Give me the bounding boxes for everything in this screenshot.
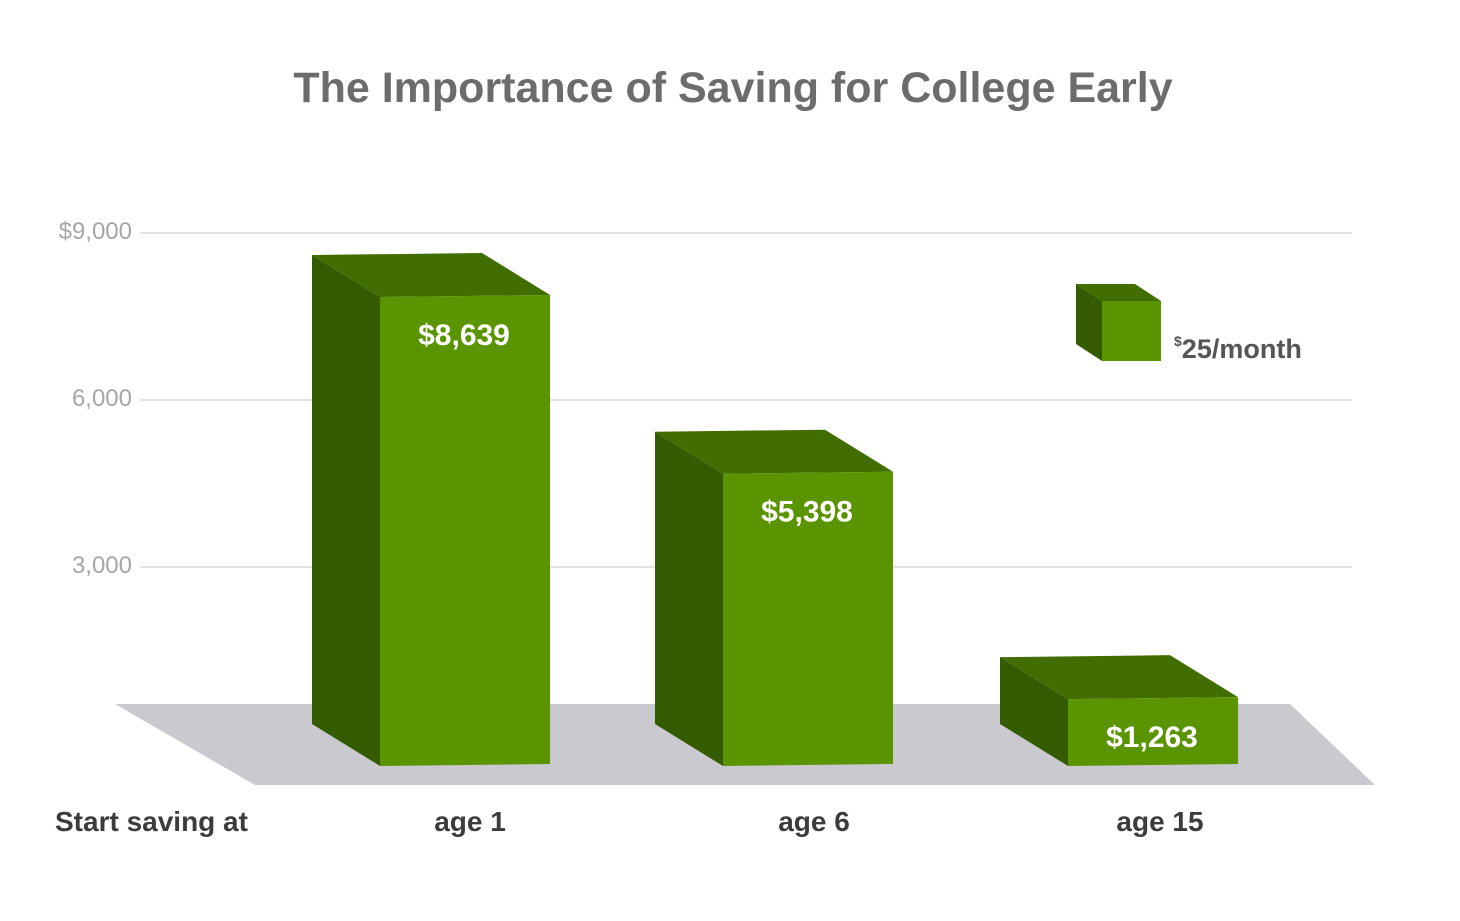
bar-side-face — [1000, 657, 1068, 766]
data-label: $8,639 — [418, 319, 510, 352]
x-tick-label: age 1 — [434, 806, 506, 837]
bar-side-face — [655, 431, 723, 766]
data-label: $1,263 — [1106, 721, 1198, 754]
data-label: $5,398 — [761, 496, 853, 529]
bar-front-face — [723, 471, 893, 766]
bar: $1,263 — [1000, 655, 1238, 766]
legend-swatch-side — [1076, 284, 1102, 361]
x-axis-label: Start saving at — [55, 806, 248, 837]
legend-currency-symbol: $ — [1174, 333, 1182, 349]
y-tick-label: $9,000 — [59, 218, 132, 245]
bar-front-face — [1068, 697, 1238, 766]
x-tick-label: age 15 — [1116, 806, 1203, 837]
y-tick-label: 3,000 — [72, 552, 132, 579]
legend-label: $25/month — [1174, 333, 1302, 364]
bar-top-face — [1000, 655, 1238, 700]
bar-front-face — [380, 295, 550, 766]
bar-side-face — [312, 255, 380, 766]
bar: $5,398 — [655, 429, 893, 766]
y-tick-label: 6,000 — [72, 385, 132, 412]
bar-top-face — [312, 253, 550, 297]
bar: $8,639 — [312, 253, 550, 766]
bar-top-face — [655, 429, 893, 474]
legend-swatch-top — [1076, 284, 1161, 301]
legend: $25/month — [1076, 284, 1302, 364]
legend-text: 25/month — [1182, 334, 1302, 364]
chart-title: The Importance of Saving for College Ear… — [293, 64, 1172, 112]
bars: $8,639 age 1 $5,398 age 6 $1,263 age 15 — [312, 253, 1238, 837]
x-tick-label: age 6 — [778, 806, 850, 837]
legend-swatch — [1102, 301, 1161, 361]
